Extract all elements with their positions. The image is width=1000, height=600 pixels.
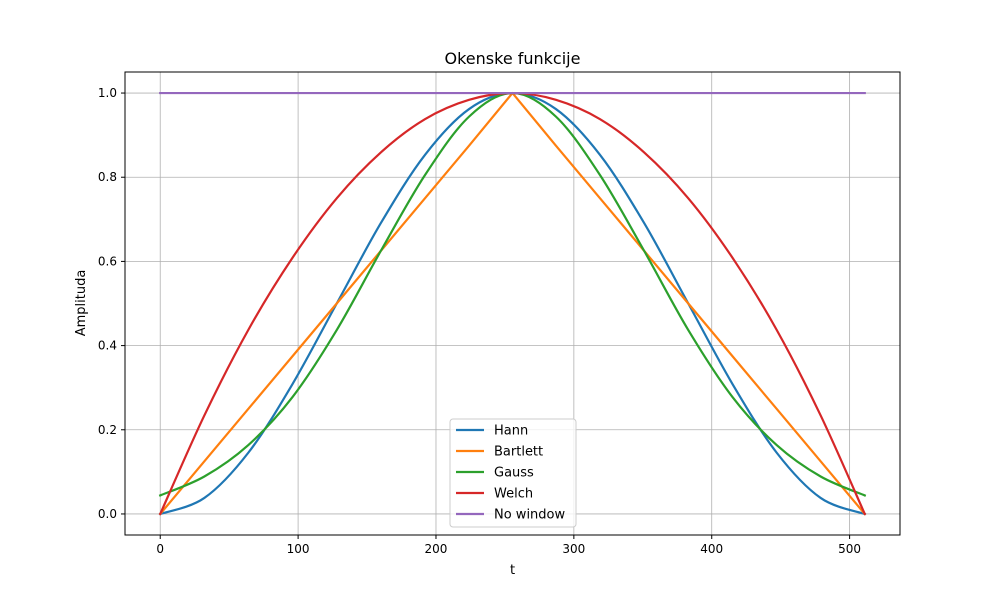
- legend-label-hann: Hann: [494, 424, 528, 439]
- x-tick-label-3: 300: [562, 542, 585, 556]
- y-tick-label-3: 0.6: [98, 254, 117, 268]
- legend-label-welch: Welch: [494, 487, 533, 502]
- y-tick-label-5: 1.0: [98, 86, 117, 100]
- legend-box: [449, 418, 577, 528]
- plot-area: 0 100 200 300 400 500 0.0 0.2 0.4 0.6 0.8 1.0: [98, 71, 901, 556]
- legend: Hann Bartlett Gauss Welch No window: [449, 418, 577, 528]
- y-axis-label: Amplituda: [74, 270, 89, 337]
- x-tick-label-0: 0: [156, 542, 164, 556]
- axes-frame: [124, 71, 901, 536]
- y-tick-label-0: 0.0: [98, 507, 117, 521]
- legend-label-bartlett: Bartlett: [494, 445, 543, 460]
- x-tick-label-2: 200: [425, 542, 448, 556]
- y-tick-label-2: 0.4: [98, 339, 117, 353]
- chart-title: Okenske funkcije: [445, 49, 581, 68]
- legend-label-no-window: No window: [494, 508, 565, 523]
- legend-label-gauss: Gauss: [494, 466, 534, 481]
- x-tick-label-5: 500: [838, 542, 861, 556]
- x-tick-label-4: 400: [700, 542, 723, 556]
- x-axis-label: t: [510, 563, 515, 578]
- x-tick-label-1: 100: [287, 542, 310, 556]
- y-tick-label-4: 0.8: [98, 170, 117, 184]
- y-tick-label-1: 0.2: [98, 423, 117, 437]
